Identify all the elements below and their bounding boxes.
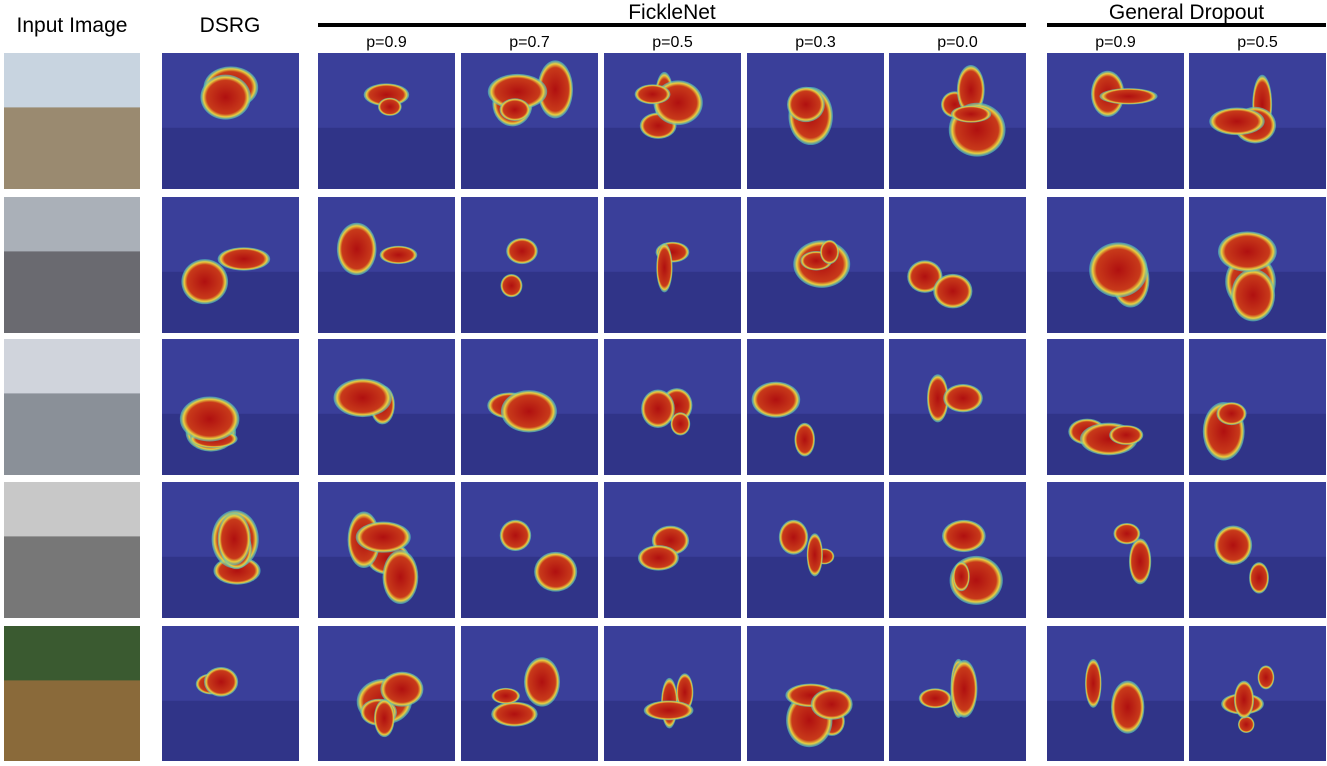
activation-blob bbox=[181, 259, 228, 304]
activation-blob bbox=[942, 520, 986, 552]
activation-blob bbox=[356, 522, 411, 553]
activation-blob bbox=[491, 702, 537, 727]
activation-blob bbox=[943, 384, 983, 412]
heatmap-shade bbox=[604, 272, 741, 333]
activation-blob bbox=[218, 247, 271, 270]
activation-blob bbox=[200, 75, 250, 120]
activation-blob bbox=[1089, 242, 1148, 297]
activation-blob bbox=[218, 513, 251, 565]
activation-blob bbox=[1234, 681, 1254, 719]
activation-blob bbox=[1218, 231, 1277, 271]
activation-blob bbox=[524, 657, 560, 706]
activation-blob bbox=[953, 562, 970, 592]
input-image-sky bbox=[4, 197, 140, 251]
activation-blob bbox=[374, 699, 395, 737]
activation-blob bbox=[644, 701, 694, 721]
heatmap-shade bbox=[889, 414, 1026, 475]
column-label: p=0.0 bbox=[937, 34, 978, 51]
activation-blob bbox=[378, 98, 402, 116]
activation-blob bbox=[204, 667, 238, 697]
activation-blob bbox=[951, 106, 991, 123]
activation-blob bbox=[1216, 402, 1246, 425]
activation-blob bbox=[492, 688, 520, 704]
group-title: FickleNet bbox=[628, 1, 716, 24]
column-title: Input Image bbox=[17, 14, 128, 37]
column-label: p=0.9 bbox=[366, 34, 407, 51]
heatmap-shade bbox=[1047, 128, 1184, 189]
activation-blob bbox=[1111, 681, 1144, 734]
activation-blob bbox=[334, 379, 392, 418]
activation-blob bbox=[779, 520, 808, 555]
activation-blob bbox=[180, 397, 240, 442]
heatmap-shade bbox=[1047, 557, 1184, 618]
activation-blob bbox=[787, 87, 825, 122]
input-image-sky bbox=[4, 626, 140, 680]
activation-blob bbox=[641, 390, 675, 428]
activation-blob bbox=[500, 274, 522, 297]
heatmap-shade bbox=[318, 272, 455, 333]
activation-blob bbox=[933, 274, 972, 309]
activation-blob bbox=[1085, 659, 1102, 708]
activation-blob bbox=[1209, 108, 1264, 136]
heatmap-shade bbox=[162, 701, 299, 761]
activation-blob bbox=[794, 423, 815, 457]
activation-blob bbox=[638, 545, 679, 570]
activation-blob bbox=[811, 689, 853, 720]
column-label: p=0.3 bbox=[795, 34, 836, 51]
heatmap-shade bbox=[318, 128, 455, 189]
column-title: DSRG bbox=[200, 14, 261, 37]
heatmap-shade bbox=[162, 128, 299, 189]
activation-blob bbox=[752, 382, 801, 418]
column-label: p=0.7 bbox=[509, 34, 550, 51]
activation-blob bbox=[500, 98, 531, 121]
activation-blob bbox=[919, 688, 952, 708]
heatmap-shade bbox=[461, 128, 598, 189]
input-image-sky bbox=[4, 482, 140, 536]
group-title: General Dropout bbox=[1109, 1, 1264, 24]
activation-blob bbox=[500, 520, 531, 551]
activation-blob bbox=[1231, 269, 1275, 321]
input-image-sky bbox=[4, 53, 140, 107]
column-label: p=0.5 bbox=[1237, 34, 1278, 51]
activation-blob bbox=[337, 223, 377, 276]
heatmap-shade bbox=[461, 272, 598, 333]
figure: Input Image DSRG FickleNet p=0.9 p=0.7 p=0.… bbox=[0, 0, 1327, 761]
activation-blob bbox=[1214, 526, 1252, 565]
activation-blob bbox=[501, 390, 557, 432]
activation-blob bbox=[951, 660, 978, 718]
activation-blob bbox=[1249, 562, 1269, 594]
activation-blob bbox=[1113, 523, 1140, 544]
column-label: p=0.9 bbox=[1095, 34, 1136, 51]
activation-blob bbox=[380, 246, 418, 264]
heatmap-shade bbox=[604, 128, 741, 189]
activation-blob bbox=[807, 533, 823, 576]
activation-blob bbox=[1109, 425, 1143, 445]
activation-blob bbox=[1238, 716, 1255, 733]
activation-blob bbox=[1258, 665, 1275, 689]
heatmap-shade bbox=[461, 557, 598, 618]
column-label: p=0.5 bbox=[652, 34, 693, 51]
activation-blob bbox=[820, 240, 839, 264]
activation-blob bbox=[506, 238, 538, 264]
activation-blob bbox=[1129, 538, 1151, 584]
activation-blob bbox=[383, 550, 419, 604]
activation-blob bbox=[534, 552, 577, 592]
activation-blob bbox=[635, 84, 671, 104]
activation-blob bbox=[656, 243, 672, 292]
input-image-sky bbox=[4, 339, 140, 393]
heatmap-shade bbox=[747, 414, 884, 475]
activation-blob bbox=[1099, 88, 1157, 104]
